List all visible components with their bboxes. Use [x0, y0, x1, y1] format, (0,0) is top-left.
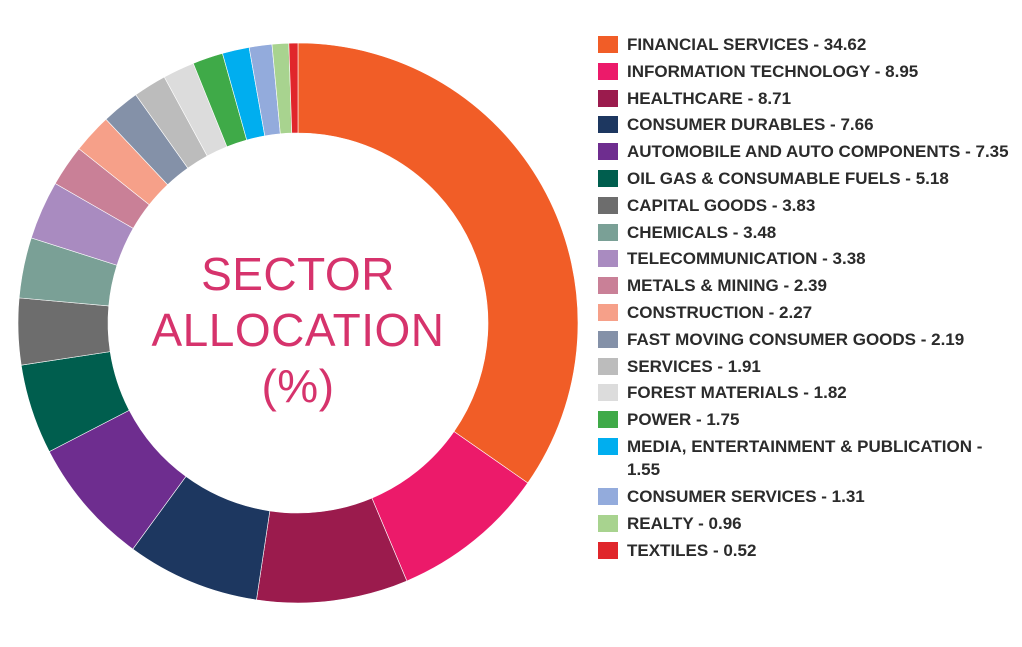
legend-label: TELECOMMUNICATION - 3.38 — [627, 249, 866, 269]
sector-allocation-donut-chart — [17, 42, 579, 604]
legend-item: FINANCIAL SERVICES - 34.62 — [598, 33, 1018, 56]
legend-label: CONSUMER DURABLES - 7.66 — [627, 115, 874, 135]
donut-slice-textiles — [288, 42, 299, 134]
center-title-line-2: ALLOCATION — [151, 304, 445, 356]
legend-item: INFORMATION TECHNOLOGY - 8.95 — [598, 60, 1018, 83]
legend-label: TEXTILES - 0.52 — [627, 540, 757, 560]
legend-swatch — [598, 437, 618, 455]
legend-swatch — [598, 514, 618, 532]
legend-item: MEDIA, ENTERTAINMENT & PUBLICATION - 1.5… — [598, 435, 1018, 482]
legend-swatch — [598, 223, 618, 241]
legend-label: CHEMICALS - 3.48 — [627, 222, 777, 242]
legend-swatch — [598, 541, 618, 559]
legend-item: HEALTHCARE - 8.71 — [598, 87, 1018, 110]
donut-slice-financial-services — [297, 42, 579, 484]
legend-swatch — [598, 384, 618, 402]
legend-label: MEDIA, ENTERTAINMENT & PUBLICATION - 1.5… — [627, 436, 983, 480]
legend-label: REALTY - 0.96 — [627, 513, 742, 533]
legend-swatch — [598, 411, 618, 429]
center-title-line-3: (%) — [261, 360, 335, 412]
legend-item: POWER - 1.75 — [598, 408, 1018, 431]
legend-item: CONSTRUCTION - 2.27 — [598, 301, 1018, 324]
legend-item: SERVICES - 1.91 — [598, 355, 1018, 378]
legend-label: CAPITAL GOODS - 3.83 — [627, 195, 816, 215]
legend-swatch — [598, 62, 618, 80]
legend-item: TEXTILES - 0.52 — [598, 539, 1018, 562]
legend-swatch — [598, 488, 618, 506]
legend-label: FAST MOVING CONSUMER GOODS - 2.19 — [627, 329, 965, 349]
legend-label: INFORMATION TECHNOLOGY - 8.95 — [627, 61, 919, 81]
legend-label: SERVICES - 1.91 — [627, 356, 761, 376]
legend-label: CONSUMER SERVICES - 1.31 — [627, 487, 865, 507]
center-title-line-1: SECTOR — [201, 248, 395, 300]
legend-label: AUTOMOBILE AND AUTO COMPONENTS - 7.35 — [627, 142, 1009, 162]
legend-item: CONSUMER DURABLES - 7.66 — [598, 113, 1018, 136]
legend-label: HEALTHCARE - 8.71 — [627, 88, 792, 108]
legend-swatch — [598, 116, 618, 134]
legend-swatch — [598, 357, 618, 375]
legend-item: FOREST MATERIALS - 1.82 — [598, 381, 1018, 404]
legend-item: AUTOMOBILE AND AUTO COMPONENTS - 7.35 — [598, 140, 1018, 163]
legend-item: REALTY - 0.96 — [598, 512, 1018, 535]
donut-center-title: SECTOR ALLOCATION (%) — [98, 246, 498, 414]
legend-swatch — [598, 196, 618, 214]
legend-label: POWER - 1.75 — [627, 410, 740, 430]
legend-item: CHEMICALS - 3.48 — [598, 221, 1018, 244]
legend-swatch — [598, 89, 618, 107]
legend-swatch — [598, 36, 618, 53]
legend-swatch — [598, 250, 618, 268]
legend-swatch — [598, 169, 618, 187]
legend-label: FOREST MATERIALS - 1.82 — [627, 383, 847, 403]
legend-item: CAPITAL GOODS - 3.83 — [598, 194, 1018, 217]
legend-item: METALS & MINING - 2.39 — [598, 274, 1018, 297]
legend-swatch — [598, 143, 618, 161]
legend-item: CONSUMER SERVICES - 1.31 — [598, 485, 1018, 508]
legend-label: METALS & MINING - 2.39 — [627, 276, 827, 296]
legend-swatch — [598, 303, 618, 321]
legend-label: OIL GAS & CONSUMABLE FUELS - 5.18 — [627, 168, 949, 188]
legend-item: FAST MOVING CONSUMER GOODS - 2.19 — [598, 328, 1018, 351]
legend-swatch — [598, 277, 618, 295]
legend-swatch — [598, 330, 618, 348]
legend-label: CONSTRUCTION - 2.27 — [627, 302, 813, 322]
legend-label: FINANCIAL SERVICES - 34.62 — [627, 35, 867, 54]
legend-item: TELECOMMUNICATION - 3.38 — [598, 247, 1018, 270]
legend-item: OIL GAS & CONSUMABLE FUELS - 5.18 — [598, 167, 1018, 190]
chart-legend: FINANCIAL SERVICES - 34.62 INFORMATION TE… — [598, 33, 1018, 565]
